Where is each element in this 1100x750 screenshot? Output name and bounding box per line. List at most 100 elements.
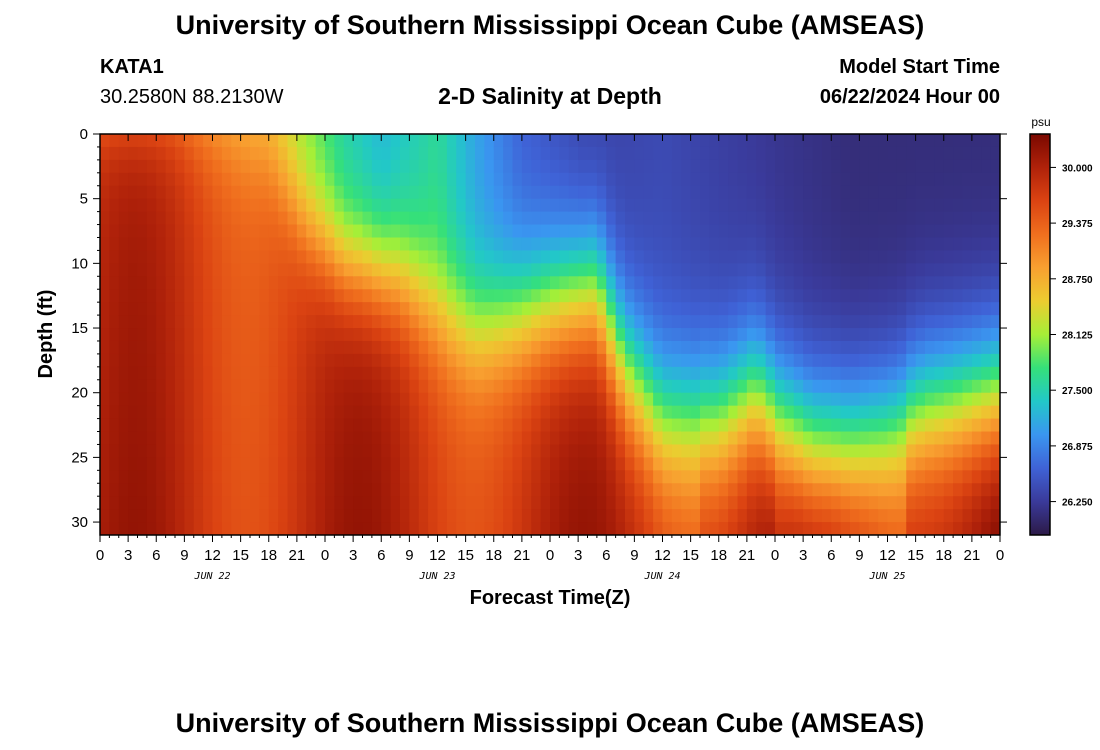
heatmap-cell xyxy=(390,159,401,174)
heatmap-cell xyxy=(653,470,664,484)
heatmap-cell xyxy=(146,134,157,148)
heatmap-cell xyxy=(756,289,767,303)
heatmap-cell xyxy=(287,134,298,148)
heatmap-cell xyxy=(634,470,645,484)
heatmap-cell xyxy=(990,366,1000,381)
heatmap-cell xyxy=(484,302,495,316)
heatmap-cell xyxy=(371,340,382,355)
heatmap-cell xyxy=(550,470,560,484)
heatmap-cell xyxy=(962,328,973,342)
heatmap-cell xyxy=(868,172,879,187)
heatmap-cell xyxy=(840,134,851,148)
heatmap-cell xyxy=(981,444,992,458)
heatmap-cell xyxy=(531,211,542,226)
heatmap-cell xyxy=(521,276,532,290)
heatmap-cell xyxy=(259,289,270,303)
x-tick-label: 3 xyxy=(799,547,807,564)
heatmap-cell xyxy=(906,392,917,407)
heatmap-cell xyxy=(643,470,654,484)
heatmap-cell xyxy=(671,237,682,252)
heatmap-cell xyxy=(728,302,739,316)
heatmap-cell xyxy=(109,470,120,484)
heatmap-cell xyxy=(934,418,945,433)
heatmap-cell xyxy=(934,237,945,252)
heatmap-cell xyxy=(878,457,889,471)
heatmap-cell xyxy=(728,224,739,239)
heatmap-cell xyxy=(381,444,392,458)
heatmap-cell xyxy=(896,237,907,252)
heatmap-cell xyxy=(165,250,176,264)
heatmap-cell xyxy=(746,276,757,290)
heatmap-cell xyxy=(690,418,701,433)
heatmap-cell xyxy=(653,159,664,174)
heatmap-cell xyxy=(821,470,832,484)
heatmap-cell xyxy=(934,172,945,187)
heatmap-cell xyxy=(484,418,495,433)
heatmap-cell xyxy=(212,289,223,303)
heatmap-cell xyxy=(203,185,214,200)
heatmap-cell xyxy=(671,340,682,355)
heatmap-cell xyxy=(118,302,129,316)
heatmap-cell xyxy=(568,457,579,471)
heatmap-cell xyxy=(793,289,804,303)
heatmap-cell xyxy=(259,276,270,290)
heatmap-cell xyxy=(240,483,251,497)
heatmap-cell xyxy=(343,198,354,213)
heatmap-cell xyxy=(990,418,1000,433)
heatmap-cell xyxy=(353,250,364,264)
x-tick-label: 0 xyxy=(546,547,554,564)
heatmap-cell xyxy=(896,315,907,329)
plot-title: 2-D Salinity at Depth xyxy=(438,83,662,109)
heatmap-cell xyxy=(728,289,739,303)
heatmap-cell xyxy=(400,483,410,497)
heatmap-cell xyxy=(634,496,645,510)
heatmap-cell xyxy=(156,146,167,161)
heatmap-cell xyxy=(240,315,251,329)
heatmap-cell xyxy=(953,444,964,458)
heatmap-cell xyxy=(775,392,785,407)
heatmap-cell xyxy=(456,211,467,226)
heatmap-cell xyxy=(784,185,795,200)
heatmap-cell xyxy=(400,431,410,446)
heatmap-cell xyxy=(146,211,157,226)
heatmap-cell xyxy=(953,328,964,342)
heatmap-cell xyxy=(118,289,129,303)
heatmap-cell xyxy=(821,392,832,407)
heatmap-cell xyxy=(325,483,335,497)
heatmap-cell xyxy=(596,392,607,407)
heatmap-cell xyxy=(156,185,167,200)
heatmap-cell xyxy=(362,457,373,471)
heatmap-cell xyxy=(953,353,964,368)
heatmap-cell xyxy=(325,431,335,446)
heatmap-cell xyxy=(681,328,692,342)
heatmap-cell xyxy=(137,134,148,148)
heatmap-cell xyxy=(737,392,748,407)
heatmap-cell xyxy=(803,172,814,187)
heatmap-cell xyxy=(493,483,504,497)
heatmap-cell xyxy=(925,159,935,174)
heatmap-cell xyxy=(268,224,279,239)
heatmap-cell xyxy=(315,315,326,329)
heatmap-cell xyxy=(446,444,457,458)
heatmap-cell xyxy=(606,379,617,394)
heatmap-cell xyxy=(503,289,514,303)
heatmap-cell xyxy=(325,146,335,161)
y-tick-label: 5 xyxy=(80,191,88,208)
heatmap-cell xyxy=(981,366,992,381)
heatmap-cell xyxy=(765,328,776,342)
colorbar-tick-label: 29.375 xyxy=(1062,219,1093,230)
heatmap-cell xyxy=(718,263,729,277)
heatmap-cell xyxy=(681,198,692,213)
heatmap-cell xyxy=(184,289,195,303)
heatmap-cell xyxy=(390,470,401,484)
heatmap-cell xyxy=(587,237,598,252)
heatmap-cell xyxy=(193,276,204,290)
heatmap-cell xyxy=(390,250,401,264)
heatmap-cell xyxy=(512,159,523,174)
heatmap-cell xyxy=(118,470,129,484)
heatmap-cell xyxy=(109,496,120,510)
heatmap-cell xyxy=(718,237,729,252)
heatmap-cell xyxy=(990,405,1000,420)
heatmap-cell xyxy=(240,457,251,471)
heatmap-cell xyxy=(128,457,139,471)
